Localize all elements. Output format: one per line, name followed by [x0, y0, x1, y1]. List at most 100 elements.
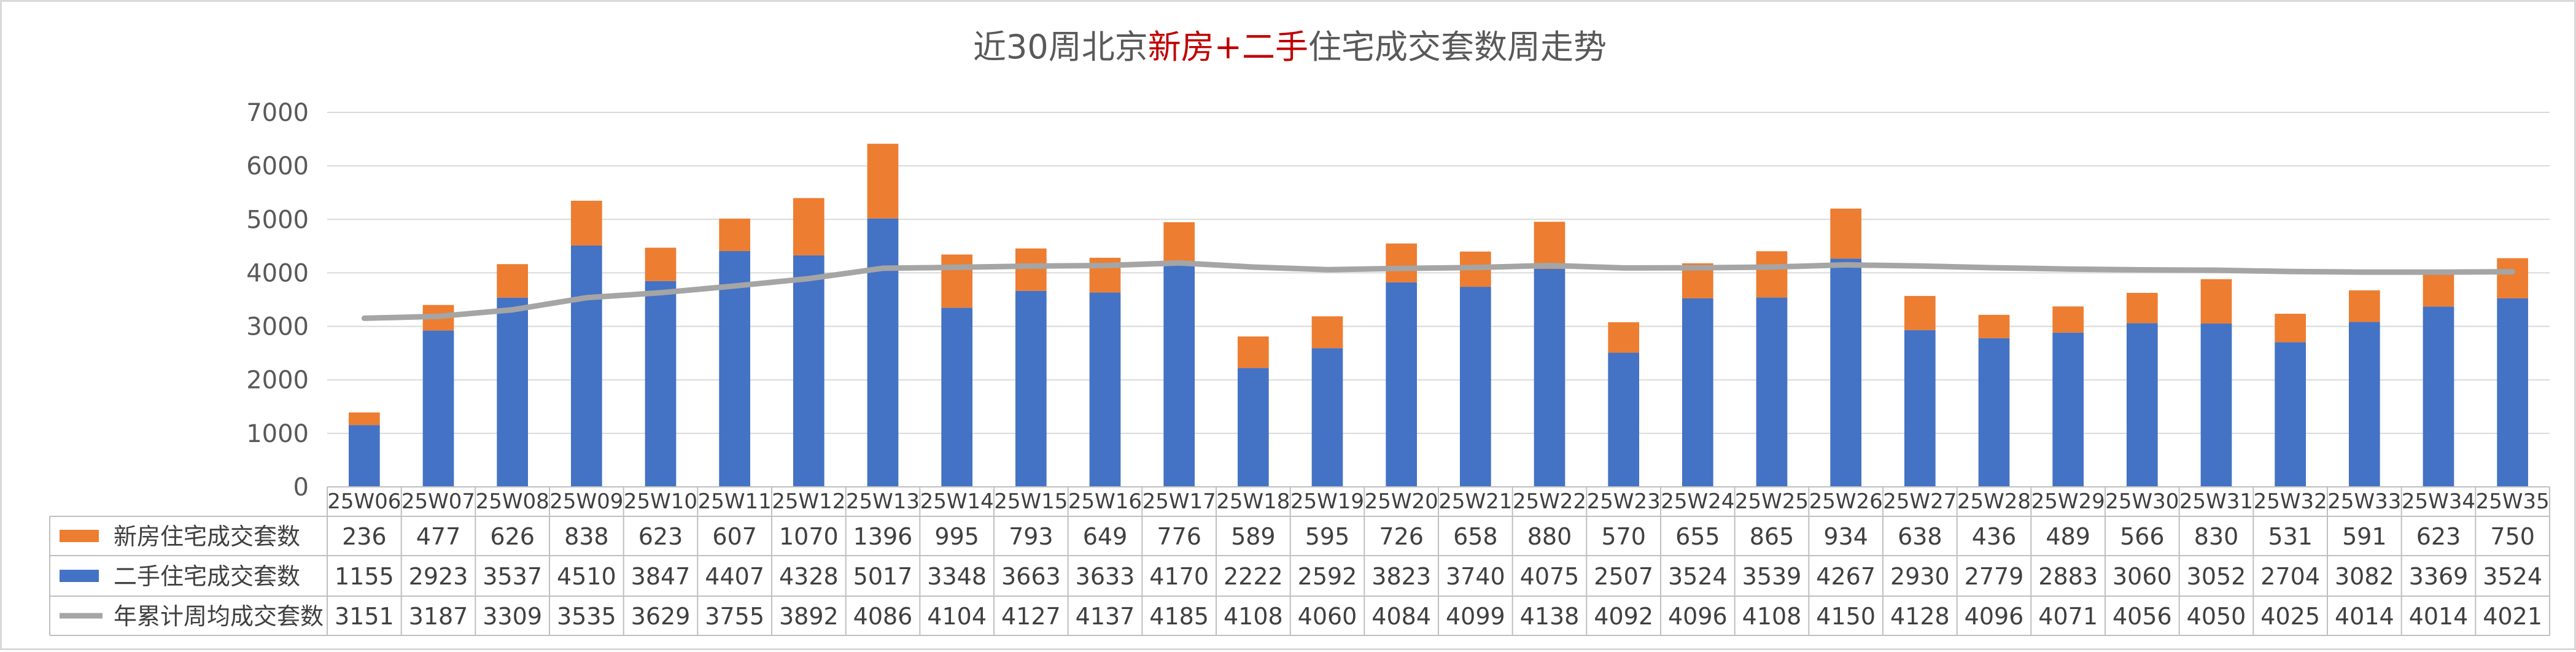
data-label: 638	[1898, 523, 1942, 550]
data-label: 4170	[1149, 563, 1209, 590]
bar-new-house	[867, 144, 899, 219]
data-label: 3663	[1001, 563, 1061, 590]
data-label: 658	[1453, 523, 1498, 550]
x-tick-label: 25W23	[1587, 489, 1661, 514]
x-tick-label: 25W15	[994, 489, 1068, 514]
data-label: 865	[1750, 523, 1794, 550]
data-label: 4050	[2187, 603, 2246, 630]
data-label: 793	[1009, 523, 1053, 550]
data-label: 3524	[1668, 563, 1728, 590]
data-label: 4185	[1149, 603, 1209, 630]
data-label: 2507	[1594, 563, 1653, 590]
x-tick-label: 25W26	[1809, 489, 1883, 514]
x-tick-label: 25W11	[698, 489, 772, 514]
bar-new-house	[1311, 316, 1343, 349]
bar-second-hand	[645, 281, 677, 487]
data-label: 570	[1601, 523, 1646, 550]
y-tick-label: 5000	[246, 206, 309, 234]
x-tick-label: 25W06	[327, 489, 401, 514]
x-tick-label: 25W10	[624, 489, 697, 514]
data-label: 626	[490, 523, 535, 550]
bar-new-house	[497, 264, 529, 298]
data-label: 2923	[409, 563, 468, 590]
bar-new-house	[2200, 279, 2232, 324]
data-label: 3633	[1076, 563, 1135, 590]
data-label: 3369	[2409, 563, 2469, 590]
data-label: 4014	[2409, 603, 2469, 630]
bar-second-hand	[570, 245, 602, 487]
line-annual-avg	[361, 260, 2516, 321]
x-tick-label: 25W13	[846, 489, 920, 514]
data-label: 1396	[853, 523, 913, 550]
x-tick-label: 25W22	[1513, 489, 1586, 514]
chart-title-part: 近30周北京	[973, 28, 1148, 66]
data-label: 4138	[1520, 603, 1580, 630]
x-tick-label: 25W12	[772, 489, 845, 514]
x-tick-label: 25W28	[1957, 489, 2031, 514]
bar-second-hand	[422, 330, 454, 487]
x-tick-label: 25W32	[2254, 489, 2327, 514]
bar-new-house	[348, 412, 380, 425]
data-label: 4071	[2038, 603, 2098, 630]
x-tick-label: 25W27	[1883, 489, 1957, 514]
bar-new-house	[1386, 243, 1418, 282]
bar-new-house	[1904, 296, 1936, 330]
data-label: 4014	[2335, 603, 2394, 630]
bar-second-hand	[1386, 282, 1418, 487]
chart-title-part: 住宅成交套数周走势	[1308, 28, 1607, 66]
data-label: 3847	[631, 563, 691, 590]
data-label: 3823	[1371, 563, 1431, 590]
bar-second-hand	[1163, 263, 1195, 487]
data-label: 3082	[2335, 563, 2394, 590]
data-label: 4108	[1742, 603, 1802, 630]
data-label: 2930	[1890, 563, 1950, 590]
data-label: 3740	[1446, 563, 1505, 590]
bar-second-hand	[2200, 324, 2232, 487]
data-label: 4084	[1371, 603, 1431, 630]
gridlines	[327, 112, 2550, 487]
data-label: 3151	[335, 603, 394, 630]
bar-new-house	[570, 200, 602, 246]
x-tick-label: 25W09	[549, 489, 623, 514]
data-label: 2592	[1298, 563, 1357, 590]
bar-second-hand	[867, 218, 899, 487]
bar-new-house	[2423, 273, 2454, 307]
bar-new-house	[1608, 322, 1640, 353]
y-axis-ticks: 0 1000 2000 3000 4000 5000 6000 7000	[246, 99, 309, 502]
data-label: 4127	[1001, 603, 1061, 630]
x-tick-label: 25W31	[2179, 489, 2253, 514]
chart-title-part: 新房+二手	[1148, 28, 1308, 66]
legend-label: 二手住宅成交套数	[114, 563, 300, 590]
bar-second-hand	[1608, 352, 1640, 487]
data-label: 3535	[557, 603, 616, 630]
bar-new-house	[2052, 306, 2084, 333]
y-tick-label: 7000	[246, 99, 309, 127]
bar-new-house	[1237, 336, 1269, 368]
data-label: 1155	[335, 563, 394, 590]
data-label: 995	[934, 523, 979, 550]
bar-new-house	[793, 198, 824, 255]
x-tick-label: 25W18	[1216, 489, 1290, 514]
bar-second-hand	[2126, 323, 2158, 487]
data-table: 25W06 25W07 25W08 25W09 25W10 25W11 25W12 25W13…	[49, 486, 2550, 636]
data-label: 4025	[2260, 603, 2320, 630]
data-label: 236	[342, 523, 387, 550]
x-tick-label: 25W20	[1365, 489, 1438, 514]
bar-second-hand	[793, 255, 824, 487]
bar-second-hand	[1534, 268, 1565, 487]
bar-second-hand	[2275, 342, 2306, 487]
x-tick-label: 25W16	[1068, 489, 1142, 514]
bar-second-hand	[497, 297, 529, 487]
bar-new-house	[2275, 314, 2306, 343]
data-label: 4510	[557, 563, 616, 590]
data-label: 4096	[1668, 603, 1728, 630]
data-label: 4060	[1298, 603, 1357, 630]
data-label: 4104	[927, 603, 987, 630]
data-label: 649	[1083, 523, 1128, 550]
data-label: 3755	[705, 603, 764, 630]
data-label: 830	[2194, 523, 2239, 550]
bar-second-hand	[1978, 338, 2010, 487]
data-label: 1070	[779, 523, 839, 550]
